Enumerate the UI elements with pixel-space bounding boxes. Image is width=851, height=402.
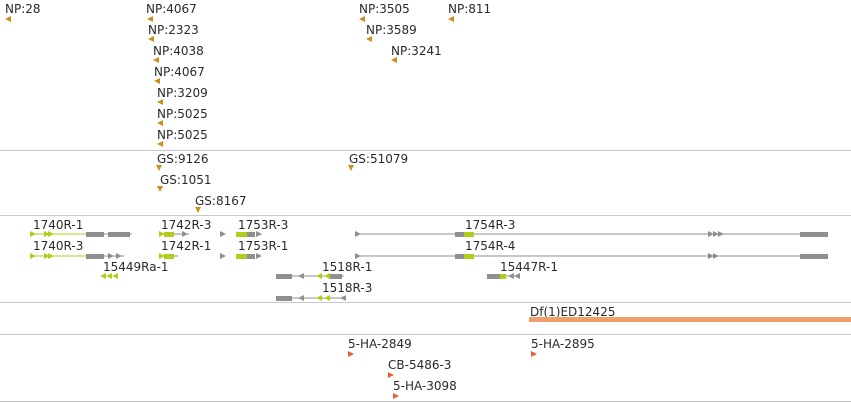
np-feature-label[interactable]: NP:3209 <box>157 86 208 100</box>
gene-model-1518R-3[interactable] <box>276 295 346 301</box>
gene-label[interactable]: 1740R-3 <box>33 239 84 253</box>
deficiency-bar[interactable] <box>529 317 851 322</box>
gene-model-15447R-1[interactable] <box>487 273 520 279</box>
np-feature-marker[interactable] <box>157 120 163 126</box>
np-feature-label[interactable]: NP:28 <box>5 2 41 16</box>
gs-feature-label[interactable]: GS:8167 <box>195 194 247 208</box>
gene-model-1754R-4[interactable] <box>355 253 828 259</box>
np-feature-label[interactable]: NP:4067 <box>154 65 205 79</box>
gs-feature-label[interactable]: GS:9126 <box>157 152 209 166</box>
gene-label[interactable]: 15447R-1 <box>500 260 558 274</box>
gs-feature-marker[interactable] <box>348 165 354 171</box>
ha-feature-label[interactable]: 5-HA-2849 <box>348 337 412 351</box>
gene-label[interactable]: 15449Ra-1 <box>103 260 169 274</box>
np-feature-marker[interactable] <box>448 16 454 22</box>
ha-feature-label[interactable]: 5-HA-2895 <box>531 337 595 351</box>
gs-feature-marker[interactable] <box>157 186 163 192</box>
np-feature-marker[interactable] <box>391 57 397 63</box>
np-feature-marker[interactable] <box>147 16 153 22</box>
gene-model-1740R-3[interactable] <box>30 253 124 259</box>
np-feature-marker[interactable] <box>5 16 11 22</box>
ha-feature-marker[interactable] <box>348 351 354 357</box>
np-feature-label[interactable]: NP:3241 <box>391 44 442 58</box>
ha-feature-marker[interactable] <box>531 351 537 357</box>
np-feature-marker[interactable] <box>148 36 154 42</box>
track-separator <box>0 334 851 335</box>
np-feature-marker[interactable] <box>359 16 365 22</box>
np-feature-marker[interactable] <box>157 141 163 147</box>
ha-feature-marker[interactable] <box>388 372 394 378</box>
np-feature-label[interactable]: NP:811 <box>448 2 492 16</box>
gene-label[interactable]: 1753R-3 <box>238 218 289 232</box>
gs-feature-label[interactable]: GS:51079 <box>349 152 409 166</box>
track-separator <box>0 215 851 216</box>
gs-feature-marker[interactable] <box>195 207 201 213</box>
np-feature-label[interactable]: NP:5025 <box>157 107 208 121</box>
np-feature-label[interactable]: NP:4067 <box>146 2 197 16</box>
track-separator <box>0 150 851 151</box>
deficiency-label[interactable]: Df(1)ED12425 <box>530 305 616 319</box>
gene-label[interactable]: 1518R-1 <box>322 260 373 274</box>
ha-feature-label[interactable]: 5-HA-3098 <box>393 379 457 393</box>
gene-model-1740R-1[interactable] <box>30 231 132 237</box>
track-separator <box>0 302 851 303</box>
ha-feature-marker[interactable] <box>393 393 399 399</box>
gene-model-15449Ra-1[interactable] <box>100 273 118 279</box>
gene-label[interactable]: 1740R-1 <box>33 218 84 232</box>
gene-label[interactable]: 1742R-1 <box>161 239 212 253</box>
gene-model-1753R-1[interactable] <box>220 253 262 259</box>
np-feature-marker[interactable] <box>154 78 160 84</box>
np-feature-marker[interactable] <box>157 99 163 105</box>
gene-model-1518R-1[interactable] <box>276 273 344 279</box>
gene-label[interactable]: 1754R-3 <box>465 218 516 232</box>
np-feature-label[interactable]: NP:2323 <box>148 23 199 37</box>
gene-label[interactable]: 1754R-4 <box>465 239 516 253</box>
np-feature-marker[interactable] <box>153 57 159 63</box>
np-feature-label[interactable]: NP:4038 <box>153 44 204 58</box>
gs-feature-label[interactable]: GS:1051 <box>160 173 212 187</box>
gene-model-1742R-3[interactable] <box>159 231 189 237</box>
gene-model-1753R-3[interactable] <box>220 231 262 237</box>
gene-label[interactable]: 1518R-3 <box>322 281 373 295</box>
gene-label[interactable]: 1742R-3 <box>161 218 212 232</box>
np-feature-marker[interactable] <box>366 36 372 42</box>
np-feature-label[interactable]: NP:3589 <box>366 23 417 37</box>
np-feature-label[interactable]: NP:3505 <box>359 2 410 16</box>
gs-feature-marker[interactable] <box>156 165 162 171</box>
np-feature-label[interactable]: NP:5025 <box>157 128 208 142</box>
gene-model-1742R-1[interactable] <box>159 253 178 259</box>
gene-label[interactable]: 1753R-1 <box>238 239 289 253</box>
gene-models-graphic <box>30 231 828 301</box>
gene-model-1754R-3[interactable] <box>355 231 828 237</box>
ha-feature-label[interactable]: CB-5486-3 <box>388 358 452 372</box>
